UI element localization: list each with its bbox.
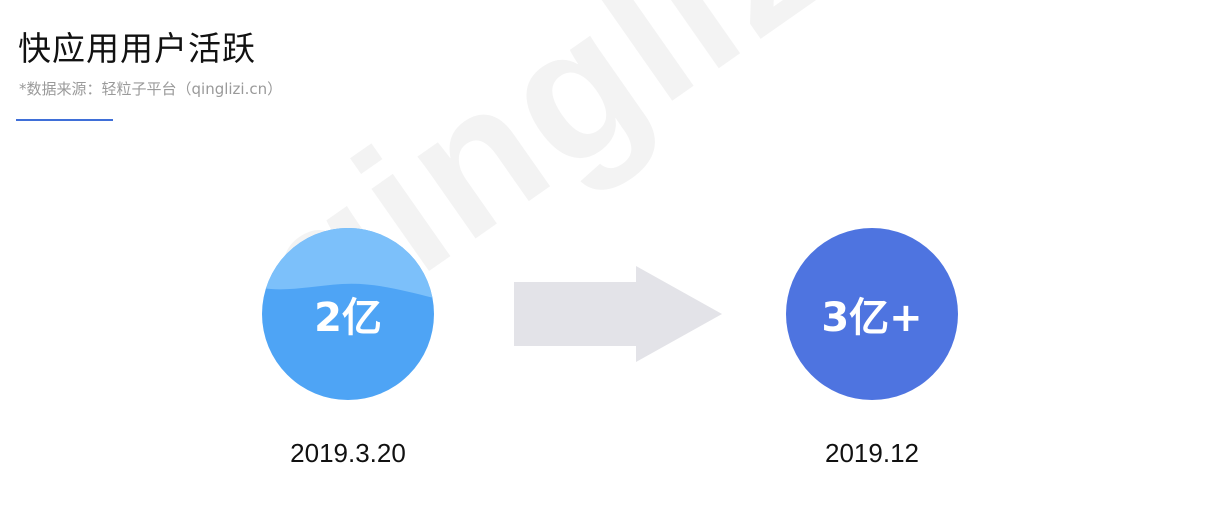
- start-date: 2019.3.20: [290, 438, 406, 468]
- end-value: 3亿+: [821, 295, 923, 341]
- arrow-right-icon: [514, 266, 722, 362]
- data-source-note: *数据来源：轻粒子平台（qinglizi.cn）: [19, 80, 283, 98]
- end-date: 2019.12: [825, 438, 919, 468]
- start-value: 2亿: [314, 295, 382, 341]
- wave-decoration: [262, 228, 434, 298]
- start-value-circle: 2亿: [262, 228, 434, 400]
- end-value-circle: 3亿+: [786, 228, 958, 400]
- page-title: 快应用用户活跃: [18, 29, 256, 68]
- title-underline: [16, 119, 113, 121]
